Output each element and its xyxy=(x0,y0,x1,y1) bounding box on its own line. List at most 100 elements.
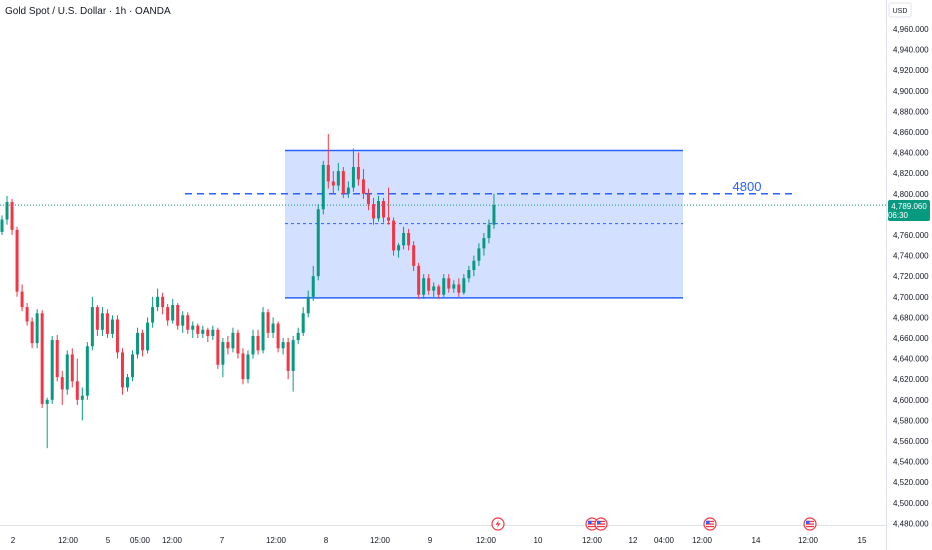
candle-body[interactable] xyxy=(447,278,451,289)
price-scale[interactable]: USD 4,960.000 4,940.000 4,920.000 4,900.000… xyxy=(888,2,929,528)
candle-body[interactable] xyxy=(422,278,426,295)
candle-body[interactable] xyxy=(377,201,380,219)
candle-body[interactable] xyxy=(346,187,350,194)
candle-body[interactable] xyxy=(472,260,476,271)
candle-body[interactable] xyxy=(105,313,109,334)
candle-body[interactable] xyxy=(15,229,19,292)
candle-body[interactable] xyxy=(186,315,190,330)
us-flag-icon[interactable] xyxy=(594,517,608,531)
candle-body[interactable] xyxy=(85,346,89,396)
candle-body[interactable] xyxy=(311,276,315,297)
candle-body[interactable] xyxy=(136,332,140,355)
candle-body[interactable] xyxy=(166,307,170,321)
candle-body[interactable] xyxy=(181,315,185,326)
candle-body[interactable] xyxy=(70,354,74,382)
candle-body[interactable] xyxy=(336,171,340,186)
candle-body[interactable] xyxy=(221,342,225,365)
candle-body[interactable] xyxy=(291,340,295,371)
candle-body[interactable] xyxy=(397,245,401,251)
candle-body[interactable] xyxy=(356,167,360,180)
candle-body[interactable] xyxy=(35,313,39,344)
candle-body[interactable] xyxy=(316,209,320,277)
candle-body[interactable] xyxy=(25,307,29,322)
candle-body[interactable] xyxy=(417,265,421,295)
candle-body[interactable] xyxy=(286,342,290,371)
candle-body[interactable] xyxy=(45,399,49,404)
candle-body[interactable] xyxy=(55,340,59,378)
candle-body[interactable] xyxy=(5,202,9,220)
candle-body[interactable] xyxy=(80,395,84,400)
candle-body[interactable] xyxy=(482,238,486,249)
candle-body[interactable] xyxy=(226,342,230,349)
candle-body[interactable] xyxy=(477,248,481,261)
candle-body[interactable] xyxy=(341,171,345,194)
candle-body[interactable] xyxy=(0,219,4,232)
candle-body[interactable] xyxy=(251,335,255,355)
candle-body[interactable] xyxy=(50,340,54,400)
candle-body[interactable] xyxy=(281,342,285,349)
us-flag-icon[interactable] xyxy=(803,517,817,531)
candle-body[interactable] xyxy=(100,313,104,330)
us-flag-icon[interactable] xyxy=(703,517,717,531)
candle-body[interactable] xyxy=(231,332,235,349)
candle-body[interactable] xyxy=(361,179,365,194)
candle-body[interactable] xyxy=(452,284,456,289)
candle-body[interactable] xyxy=(432,286,436,291)
candle-body[interactable] xyxy=(211,329,215,336)
candle-body[interactable] xyxy=(126,377,129,388)
candle-body[interactable] xyxy=(266,312,270,333)
currency-box[interactable] xyxy=(888,2,912,18)
candle-body[interactable] xyxy=(10,202,14,230)
candle-body[interactable] xyxy=(276,323,280,349)
candle-body[interactable] xyxy=(437,286,441,295)
candle-body[interactable] xyxy=(261,312,265,351)
candle-body[interactable] xyxy=(236,332,240,354)
candle-body[interactable] xyxy=(371,204,375,219)
candle-body[interactable] xyxy=(141,332,145,351)
candle-body[interactable] xyxy=(407,232,411,246)
candle-body[interactable] xyxy=(40,313,44,404)
candle-body[interactable] xyxy=(65,354,69,390)
candle-body[interactable] xyxy=(95,307,99,330)
candle-body[interactable] xyxy=(412,245,416,266)
candle-body[interactable] xyxy=(20,291,24,308)
candle-body[interactable] xyxy=(120,352,124,388)
candle-body[interactable] xyxy=(151,307,155,323)
candle-body[interactable] xyxy=(366,193,370,205)
candle-body[interactable] xyxy=(387,217,391,221)
time-axis[interactable]: 2 12:00 5 05:00 12:00 7 12:00 8 12:00 9 12:00 10 12:… xyxy=(11,536,867,545)
candle-body[interactable] xyxy=(427,278,431,291)
candle-body[interactable] xyxy=(301,313,305,333)
candle-body[interactable] xyxy=(191,325,195,330)
candle-body[interactable] xyxy=(171,305,175,321)
candle-body[interactable] xyxy=(271,323,275,333)
candle-body[interactable] xyxy=(382,201,386,218)
candle-body[interactable] xyxy=(216,329,220,365)
range-zone[interactable] xyxy=(285,150,683,298)
candle-body[interactable] xyxy=(156,296,160,308)
candle-body[interactable] xyxy=(462,278,466,293)
candle-body[interactable] xyxy=(30,321,34,344)
candle-body[interactable] xyxy=(201,329,205,334)
candle-body[interactable] xyxy=(331,181,335,186)
candle-body[interactable] xyxy=(246,354,250,380)
candle-body[interactable] xyxy=(131,354,135,378)
candle-body[interactable] xyxy=(306,296,310,314)
lightning-icon[interactable] xyxy=(491,517,505,531)
candle-body[interactable] xyxy=(392,220,396,251)
candle-body[interactable] xyxy=(176,305,180,326)
candle-body[interactable] xyxy=(321,164,325,210)
candle-body[interactable] xyxy=(115,319,119,353)
candle-body[interactable] xyxy=(60,377,64,390)
candle-body[interactable] xyxy=(351,167,355,188)
candle-body[interactable] xyxy=(75,381,79,400)
us-flag-icon[interactable] xyxy=(585,517,599,531)
candle-body[interactable] xyxy=(196,325,200,334)
candle-body[interactable] xyxy=(161,296,165,308)
candle-body[interactable] xyxy=(296,332,300,341)
candle-body[interactable] xyxy=(402,232,406,246)
candle-body[interactable] xyxy=(90,307,94,347)
candle-body[interactable] xyxy=(492,205,496,225)
candle-body[interactable] xyxy=(206,329,210,336)
